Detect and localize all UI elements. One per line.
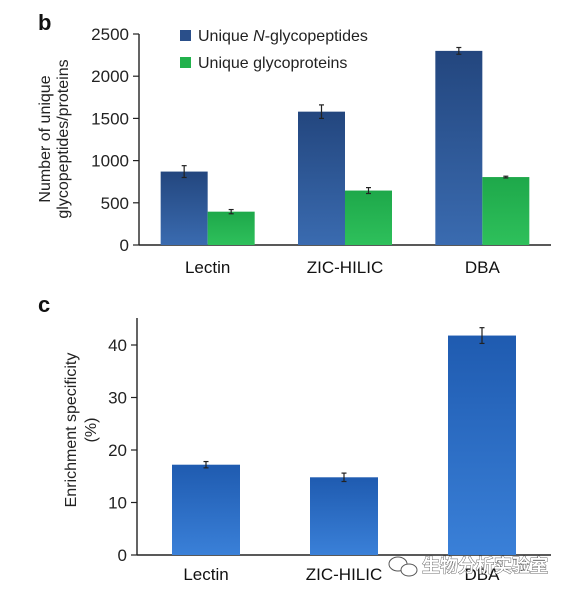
bar bbox=[172, 464, 240, 555]
bar bbox=[482, 177, 530, 245]
legend-swatch-glycopeptides bbox=[180, 30, 191, 41]
y-axis-label-line1: Number of unique bbox=[37, 75, 54, 202]
y-axis-label-line1: Enrichment specificity bbox=[63, 353, 80, 508]
y-tick-label: 40 bbox=[108, 336, 127, 355]
legend-label-glycoproteins: Unique glycoproteins bbox=[198, 55, 347, 72]
y-tick-label: 10 bbox=[108, 494, 127, 513]
plot-area: 0 500 1000 1500 2000 2500 Lectin ZIC-HILIC DBA bbox=[91, 25, 551, 277]
legend-swatch-glycoproteins bbox=[180, 57, 191, 68]
bar bbox=[448, 335, 516, 555]
wechat-icon bbox=[388, 556, 418, 577]
y-tick-label: 2000 bbox=[91, 67, 129, 86]
y-tick-label: 0 bbox=[120, 236, 129, 255]
panel-label-b: b bbox=[38, 10, 51, 35]
x-tick-label: ZIC-HILIC bbox=[306, 565, 383, 584]
bar bbox=[345, 190, 392, 245]
y-tick-label: 1500 bbox=[91, 109, 129, 128]
panel-label-c: c bbox=[38, 292, 50, 317]
y-tick-label: 2500 bbox=[91, 25, 129, 44]
bar bbox=[435, 50, 483, 245]
x-tick-label: DBA bbox=[465, 258, 501, 277]
x-tick-label: DBA bbox=[465, 565, 501, 584]
x-tick-label: ZIC-HILIC bbox=[307, 258, 384, 277]
y-tick-label: 500 bbox=[101, 194, 129, 213]
legend-label-glycopeptides: Unique N-glycopeptides bbox=[198, 28, 368, 45]
chart-panel-b: b Number of unique glycopeptides/protein… bbox=[37, 10, 551, 277]
y-tick-label: 1000 bbox=[91, 152, 129, 171]
plot-area: 0 10 20 30 40 Lectin ZIC-HILIC DBA bbox=[108, 318, 551, 584]
bar bbox=[298, 111, 345, 245]
legend: Unique N-glycopeptides Unique glycoprote… bbox=[180, 28, 368, 72]
y-axis-label: Enrichment specificity (%) bbox=[63, 353, 100, 508]
bar bbox=[207, 211, 255, 245]
bar bbox=[310, 477, 378, 555]
y-tick-label: 20 bbox=[108, 441, 127, 460]
watermark: 生物分析实验室 bbox=[388, 555, 548, 577]
chart-panel-c: c Enrichment specificity (%) 0 10 20 30 40 Le… bbox=[38, 292, 551, 584]
y-tick-label: 30 bbox=[108, 389, 127, 408]
bar bbox=[160, 171, 208, 245]
x-tick-label: Lectin bbox=[183, 565, 228, 584]
x-tick-label: Lectin bbox=[185, 258, 230, 277]
y-tick-label: 0 bbox=[118, 546, 127, 565]
y-axis-label: Number of unique glycopeptides/proteins bbox=[37, 59, 72, 218]
y-axis-label-line2: (%) bbox=[83, 418, 100, 443]
y-axis-label-line2: glycopeptides/proteins bbox=[55, 59, 72, 218]
watermark-text: 生物分析实验室 bbox=[422, 555, 548, 576]
